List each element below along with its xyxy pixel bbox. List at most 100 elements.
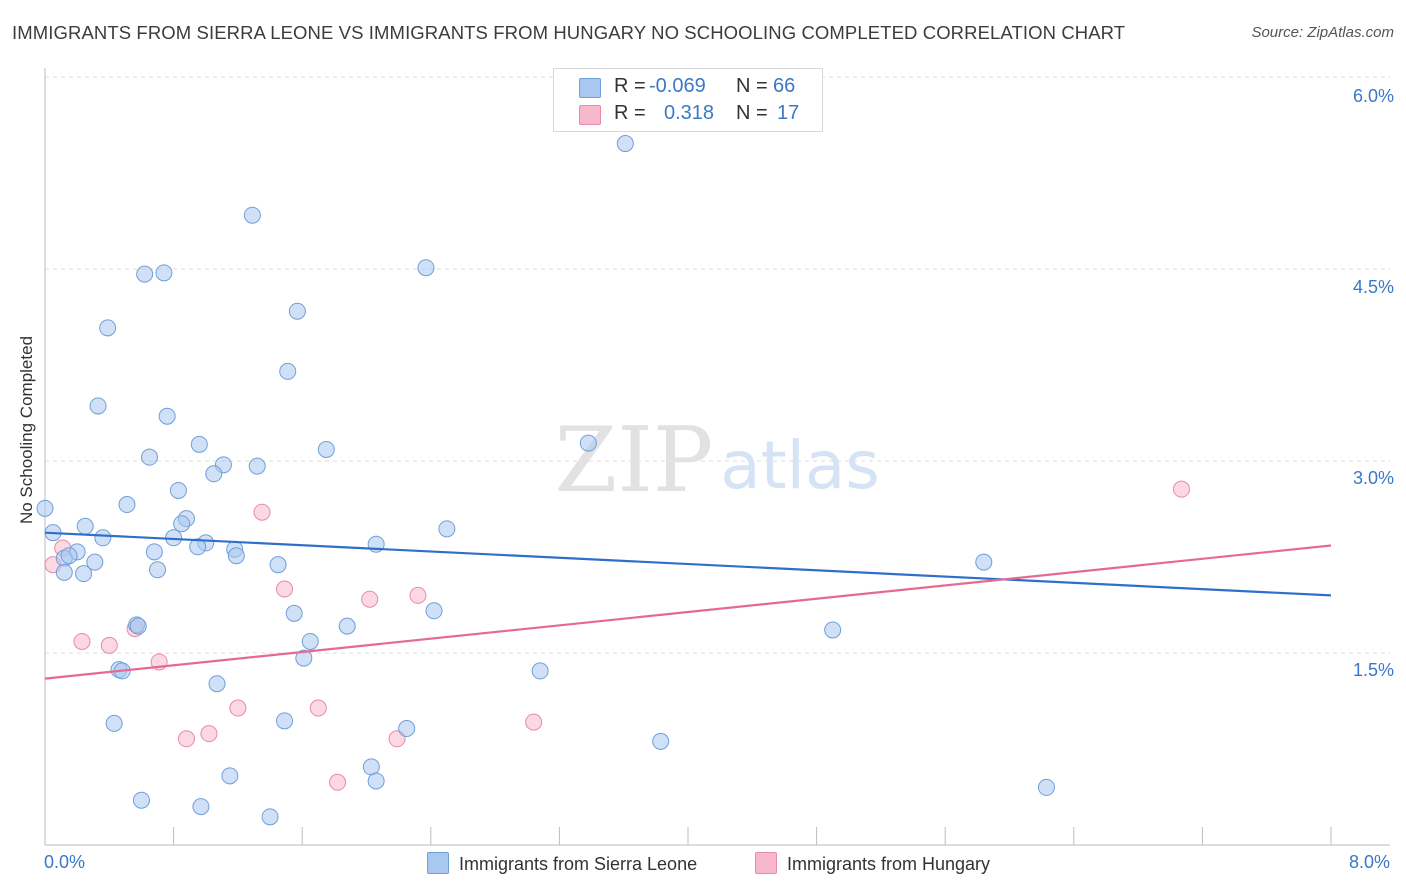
data-point: [317, 440, 335, 458]
axes: [44, 68, 1390, 846]
data-point: [155, 264, 173, 282]
source-credit: Source: ZipAtlas.com: [1251, 24, 1394, 41]
data-point: [105, 714, 123, 732]
data-point: [227, 547, 245, 565]
data-point: [243, 206, 261, 224]
data-point: [285, 604, 303, 622]
data-point: [99, 319, 117, 337]
watermark-zip: ZIP: [555, 408, 714, 513]
legend-swatch-blue: [427, 852, 449, 874]
correlation-legend: R = -0.069 N = 66 R = 0.318 N = 17: [553, 68, 823, 132]
series-legend: Immigrants from Sierra Leone Immigrants …: [0, 852, 1406, 876]
data-point: [438, 520, 456, 538]
data-point: [329, 773, 347, 791]
legend-r-value: 0.318: [664, 102, 715, 124]
data-point: [417, 259, 435, 277]
y-tick-label: 3.0%: [1352, 468, 1394, 488]
legend-row-sierra-leone: R = -0.069 N = 66: [554, 74, 822, 102]
data-point: [192, 798, 210, 816]
series-hungary-points: [44, 480, 1191, 791]
y-tick-label: 4.5%: [1352, 277, 1394, 297]
data-point: [288, 302, 306, 320]
y-tick-label: 6.0%: [1352, 86, 1394, 106]
data-point: [173, 515, 191, 533]
legend-swatch-pink: [579, 105, 601, 125]
data-point: [276, 580, 294, 598]
data-point: [362, 758, 380, 776]
data-point: [36, 499, 54, 517]
data-point: [129, 617, 147, 635]
watermark: ZIP atlas: [555, 408, 880, 513]
data-point: [338, 617, 356, 635]
data-point: [200, 725, 218, 743]
chart-title: IMMIGRANTS FROM SIERRA LEONE VS IMMIGRAN…: [12, 22, 1126, 43]
data-point: [616, 135, 634, 153]
data-point: [398, 720, 416, 738]
data-point: [60, 547, 78, 565]
data-point: [136, 265, 154, 283]
data-point: [295, 649, 313, 667]
legend-n-value: 17: [777, 102, 800, 124]
data-point: [132, 791, 150, 809]
data-point: [55, 563, 73, 581]
data-point: [367, 772, 385, 790]
data-point: [425, 602, 443, 620]
data-point: [145, 543, 163, 561]
data-point: [189, 538, 207, 556]
data-point: [229, 699, 247, 717]
watermark-atlas: atlas: [720, 427, 880, 504]
legend-swatch-pink: [755, 852, 777, 874]
data-point: [269, 556, 287, 574]
legend-r-value: -0.069: [649, 75, 706, 97]
data-point: [73, 632, 91, 650]
data-point: [301, 632, 319, 650]
data-point: [824, 621, 842, 639]
trend-line-hungary: [44, 544, 1332, 680]
data-point: [279, 362, 297, 380]
x-tick-min-label: 0.0%: [44, 852, 86, 872]
series-sierra-leone-points: [36, 88, 1055, 826]
trend-lines: [44, 531, 1332, 680]
data-point: [140, 448, 158, 466]
legend-item-sierra-leone: Immigrants from Sierra Leone: [427, 852, 697, 875]
legend-r-label: R =: [614, 102, 646, 124]
legend-n-label: N =: [736, 102, 768, 124]
y-axis-label: No Schooling Completed: [17, 335, 36, 525]
data-point: [100, 636, 118, 654]
data-point: [309, 699, 327, 717]
y-axis-label-wrap: No Schooling Completed: [10, 280, 44, 580]
trend-line-sierra-leone: [44, 531, 1332, 597]
data-point: [409, 586, 427, 604]
data-point: [86, 553, 104, 571]
data-point: [75, 565, 93, 583]
legend-label-sierra-leone: Immigrants from Sierra Leone: [459, 854, 698, 874]
data-point: [1037, 778, 1055, 796]
data-point: [89, 397, 107, 415]
legend-r-label: R =: [614, 75, 646, 97]
data-point: [205, 465, 223, 483]
data-point: [652, 732, 670, 750]
data-point: [221, 767, 239, 785]
data-point: [531, 662, 549, 680]
data-point: [253, 503, 271, 521]
legend-n-value: 66: [773, 75, 796, 97]
data-point: [248, 457, 266, 475]
data-point: [276, 712, 294, 730]
legend-row-hungary: R = 0.318 N = 17: [554, 101, 822, 129]
data-point: [579, 434, 597, 452]
data-point: [76, 517, 94, 535]
data-point: [94, 529, 112, 547]
data-point: [169, 481, 187, 499]
x-tick-max-label: 8.0%: [1349, 852, 1391, 872]
data-point: [190, 435, 208, 453]
data-point: [158, 407, 176, 425]
data-point: [361, 590, 379, 608]
data-point: [525, 713, 543, 731]
y-tick-label: 1.5%: [1352, 660, 1394, 680]
data-point: [177, 730, 195, 748]
data-point: [118, 496, 136, 514]
legend-label-hungary: Immigrants from Hungary: [787, 854, 991, 874]
legend-swatch-blue: [579, 78, 601, 98]
legend-item-hungary: Immigrants from Hungary: [755, 852, 990, 875]
